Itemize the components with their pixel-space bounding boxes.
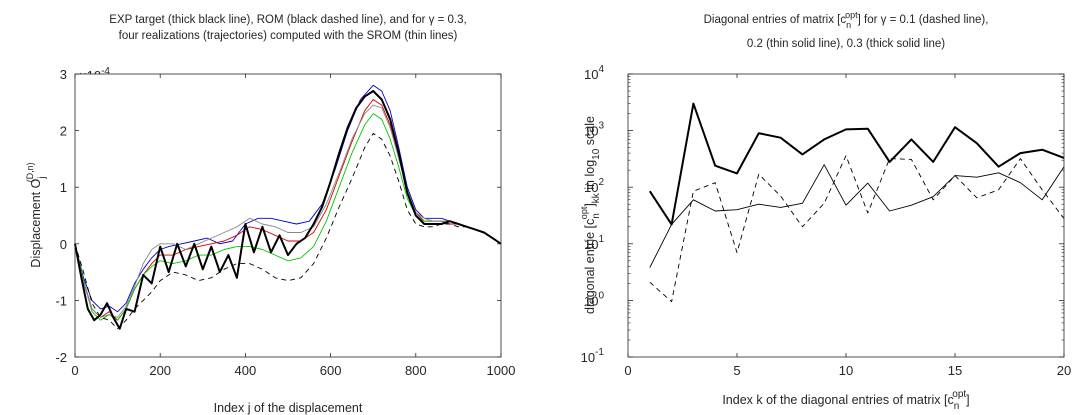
left-plot-area (75, 74, 501, 357)
right-series-group (648, 102, 1065, 303)
right-x-tick-label: 10 (839, 363, 853, 378)
left-x-tick-label: 1000 (487, 363, 516, 378)
left-chart-title-line-1: EXP target (thick black line), ROM (blac… (109, 14, 466, 26)
right-chart-title-line-2: 0.2 (thin solid line), 0.3 (thick solid … (747, 38, 945, 50)
right-plot-area (628, 74, 1064, 357)
right-y-axis-label: diagonal entrie [cnopt]kk in log10 scale (579, 116, 602, 314)
right-x-tick-label: 15 (948, 363, 962, 378)
left-x-tick-label: 800 (405, 363, 427, 378)
right-y-tick-label: 104 (584, 64, 604, 82)
left-series-line-1 (74, 132, 502, 330)
left-y-tick-label: -2 (55, 350, 67, 365)
left-chart-title-line-2: four realizations (trajectories) compute… (119, 30, 458, 42)
left-series-line-0 (74, 90, 502, 330)
right-y-tick-label: 101 (584, 234, 604, 252)
right-x-tick-label: 20 (1057, 363, 1071, 378)
left-y-tick-label: 0 (60, 237, 67, 252)
right-series-line-0 (648, 102, 1065, 226)
right-x-tick-label: 5 (733, 363, 740, 378)
right-chart-title-line-1: Diagonal entries of matrix [cnopt] for γ… (704, 10, 989, 30)
left-plot-frame (74, 73, 502, 358)
left-y-tick-label: -1 (55, 293, 67, 308)
right-chart: Diagonal entries of matrix [cnopt] for γ… (579, 10, 1071, 412)
left-y-axis-label: Displacement Oj(D,n) (25, 162, 48, 267)
left-series-group (74, 84, 502, 330)
left-x-tick-label: 0 (71, 363, 78, 378)
left-x-tick-label: 600 (320, 363, 342, 378)
right-x-tick-label: 0 (624, 363, 631, 378)
right-x-axis-label: Index k of the diagonal entries of matri… (722, 389, 969, 412)
left-y-tick-label: 3 (60, 67, 67, 82)
right-series-line-1 (649, 164, 1065, 268)
left-chart: EXP target (thick black line), ROM (blac… (25, 14, 515, 415)
left-x-tick-label: 400 (235, 363, 257, 378)
left-x-axis-label: Index j of the displacement (214, 401, 363, 415)
left-y-tick-label: 1 (60, 180, 67, 195)
right-y-tick-label: 100 (584, 290, 604, 308)
left-series-line-5 (74, 104, 502, 318)
right-y-tick-label: 103 (584, 121, 604, 139)
right-y-tick-label: 10-1 (581, 347, 605, 365)
right-y-tick-label: 102 (584, 177, 604, 195)
left-x-tick-label: 200 (149, 363, 171, 378)
left-y-tick-label: 2 (60, 124, 67, 139)
left-series-line-2 (74, 84, 502, 313)
